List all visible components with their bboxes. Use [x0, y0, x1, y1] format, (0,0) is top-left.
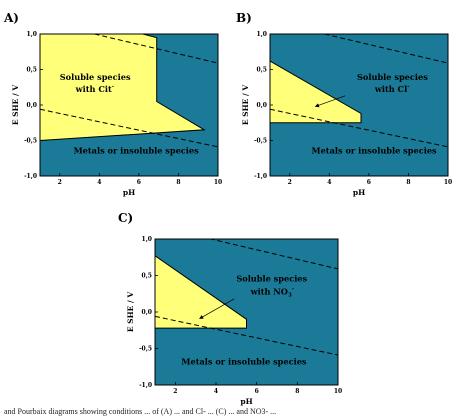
x-tick-label: 10 — [214, 179, 222, 186]
region-label: Soluble species — [357, 72, 428, 82]
panel-a: A) 2 4 6 8 10 -1,0 -0,5 0,0 0,5 1,0 pH E SHE / V Solu… — [3, 11, 222, 197]
x-tick-label: 4 — [97, 179, 101, 186]
x-tick-label: 2 — [288, 179, 292, 186]
x-tick-label: 8 — [406, 179, 410, 186]
y-tick-label: -0,5 — [139, 346, 152, 353]
y-tick-label: 0,5 — [142, 273, 152, 280]
region-label: with NO3- — [250, 286, 294, 298]
y-tick-label: -0,5 — [24, 138, 37, 145]
x-tick-label: 2 — [58, 179, 62, 186]
soluble-region — [40, 34, 206, 142]
x-tick-label: 6 — [367, 179, 371, 186]
y-tick-label: 0,0 — [27, 102, 37, 109]
x-tick-label: 10 — [444, 179, 452, 186]
y-axis-title: E SHE / V — [11, 85, 20, 126]
region-label: with Cl- — [374, 84, 410, 94]
label-subscript: 3 — [288, 292, 292, 298]
oxygen-line — [92, 34, 218, 64]
y-tick-label: 1,0 — [27, 31, 37, 38]
panel-letter: A) — [3, 11, 19, 25]
region-label: Soluble species — [60, 72, 131, 82]
panel-letter: B) — [236, 11, 252, 25]
x-tick-label: 8 — [295, 388, 299, 395]
x-axis-title: pH — [240, 397, 252, 406]
x-tick-label: 4 — [214, 388, 218, 395]
y-tick-label: -1,0 — [254, 173, 267, 180]
y-tick-label: -1,0 — [24, 173, 37, 180]
panel-c: C) 2 4 6 8 10 -1,0 -0,5 0,0 0,5 1,0 pH E SHE / V Solu… — [118, 211, 342, 406]
y-tick-label: 0,5 — [27, 67, 37, 74]
y-tick-label: 0,5 — [257, 67, 267, 74]
label-superscript: - — [407, 84, 409, 90]
panel-letter: C) — [118, 211, 133, 225]
y-tick-label: 1,0 — [257, 31, 267, 38]
region-label: Soluble species — [236, 273, 307, 283]
region-label: with Cit- — [75, 84, 114, 94]
y-tick-label: 1,0 — [142, 236, 152, 243]
hydrogen-line — [40, 108, 218, 148]
label-superscript: - — [292, 286, 294, 292]
soluble-region — [155, 255, 247, 329]
x-tick-label: 6 — [255, 388, 259, 395]
y-axis-title: E SHE / V — [126, 292, 135, 333]
y-tick-label: -1,0 — [139, 382, 152, 389]
oxygen-line — [322, 34, 448, 64]
x-tick-label: 4 — [327, 179, 331, 186]
soluble-region — [270, 60, 362, 124]
figure-caption: and Pourbaix diagrams showing conditions… — [4, 407, 277, 416]
x-axis-title: pH — [353, 188, 365, 197]
label-superscript: - — [112, 84, 114, 90]
x-axis-title: pH — [123, 188, 135, 197]
y-tick-label: 0,0 — [142, 309, 152, 316]
x-tick-label: 8 — [176, 179, 180, 186]
region-label: Metals or insoluble species — [181, 357, 306, 367]
pointer-arrow — [199, 298, 235, 319]
hydrogen-line — [270, 108, 448, 148]
region-label: Metals or insoluble species — [312, 145, 437, 155]
x-tick-label: 6 — [137, 179, 141, 186]
x-tick-label: 2 — [173, 388, 177, 395]
y-axis-title: E SHE / V — [241, 85, 250, 126]
panel-b: B) 2 4 6 8 10 -1,0 -0,5 0,0 0,5 1,0 pH E SHE / V Solu… — [236, 11, 452, 197]
pointer-arrow — [314, 95, 346, 108]
y-tick-label: 0,0 — [257, 102, 267, 109]
hydrogen-line — [155, 315, 338, 356]
region-label: Metals or insoluble species — [74, 145, 199, 155]
y-tick-label: -0,5 — [254, 138, 267, 145]
x-tick-label: 10 — [334, 388, 342, 395]
oxygen-line — [208, 239, 338, 270]
